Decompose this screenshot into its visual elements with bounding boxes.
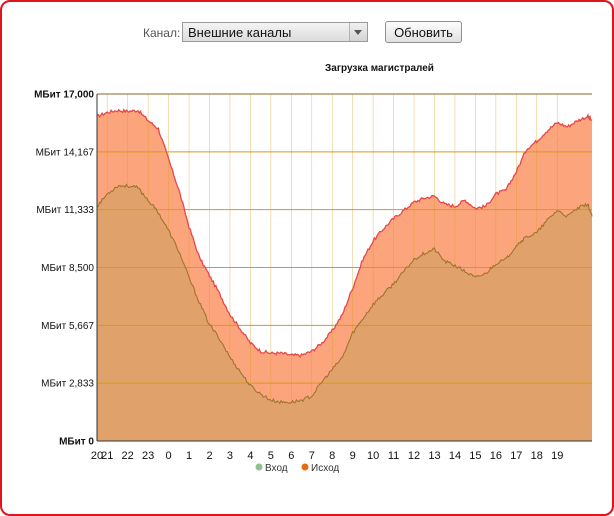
x-tick-label: 17 [510,450,522,462]
x-tick-label: 6 [288,450,294,462]
y-tick-label: МБит 0 [59,437,94,448]
x-tick-label: 23 [142,450,154,462]
y-tick-label: МБит 8,500 [41,263,94,274]
series-line-in [96,183,593,405]
x-tick-label: 15 [469,450,481,462]
x-tick-label: 16 [490,450,502,462]
legend-item: Исход [301,463,339,474]
legend-marker [255,463,263,471]
x-tick-label: 4 [247,450,253,462]
legend-label: Исход [311,463,339,474]
x-tick-label: 21 [101,450,113,462]
x-tick-label: 2 [206,450,212,462]
x-tick-label: 3 [227,450,233,462]
legend-item: Вход [255,463,288,474]
x-tick-label: 19 [551,450,563,462]
y-tick-label: МБит 17,000 [34,90,94,101]
x-tick-label: 22 [122,450,134,462]
x-tick-label: 13 [428,450,440,462]
legend-marker [301,463,309,471]
refresh-button[interactable]: Обновить [385,21,462,43]
x-tick-label: 14 [449,450,461,462]
y-tick-label: МБит 2,833 [41,379,94,390]
channel-label: Канал: [143,26,181,40]
x-tick-label: 7 [309,450,315,462]
legend-label: Вход [265,463,288,474]
y-tick-label: МБит 5,667 [41,321,94,332]
x-tick-label: 8 [329,450,335,462]
chevron-down-icon[interactable] [349,23,367,41]
x-tick-label: 18 [531,450,543,462]
x-tick-label: 5 [268,450,274,462]
x-tick-label: 20 [91,450,103,462]
x-tick-label: 10 [367,450,379,462]
x-tick-label: 12 [408,450,420,462]
chart-title: Загрузка магистралей [325,63,434,74]
y-tick-label: МБит 14,167 [36,147,95,158]
x-tick-label: 0 [166,450,172,462]
x-tick-label: 1 [186,450,192,462]
channel-select-value: Внешние каналы [188,25,292,40]
series-line-out [96,108,593,358]
x-tick-label: 9 [350,450,356,462]
series-area-in [97,184,592,441]
x-tick-label: 11 [388,450,399,462]
controls-bar: Канал: Внешние каналы Обновить [0,21,614,45]
y-tick-label: МБит 11,333 [36,205,94,216]
channel-select[interactable]: Внешние каналы [182,22,368,42]
